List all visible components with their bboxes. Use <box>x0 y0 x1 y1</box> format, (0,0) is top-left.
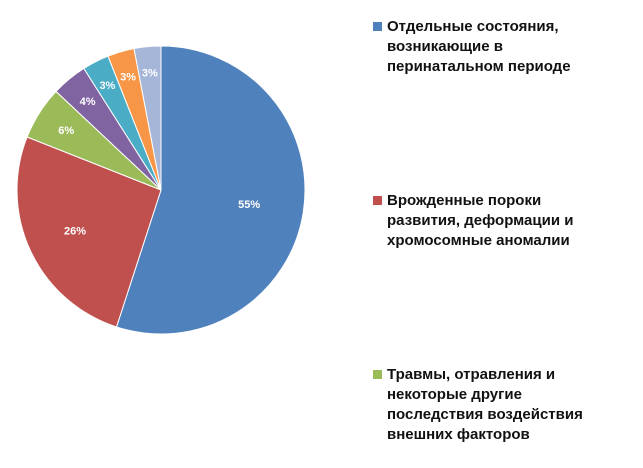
pie-slice-6 <box>133 45 162 191</box>
legend-swatch-congenital <box>373 196 382 205</box>
legend-swatch-injuries <box>373 370 382 379</box>
legend-label-injuries: Травмы, отравления и некоторые другие по… <box>387 366 583 443</box>
legend-item-perinatal: Отдельные состояния, возникающие в перин… <box>373 17 635 77</box>
legend-item-congenital: Врожденные пороки развития, деформации и… <box>373 191 635 251</box>
pie-slice-label-4: 3% <box>99 80 115 92</box>
legend-swatch-perinatal <box>373 22 382 31</box>
legend-label-perinatal: Отдельные состояния, возникающие в перин… <box>387 18 571 75</box>
pie-slice-label-2: 6% <box>58 125 74 137</box>
pie-slice-label-3: 4% <box>80 96 96 108</box>
pie-slice-label-1: 26% <box>64 225 86 237</box>
legend-label-congenital: Врожденные пороки развития, деформации и… <box>387 192 574 249</box>
pie-slice-labels: 55%26%6%4%3%3% 3% <box>58 67 260 237</box>
pie-slice-1 <box>16 136 162 328</box>
pie-slice-0 <box>115 45 306 335</box>
pie-chart: 55%26%6%4%3%3% 3% <box>16 45 306 335</box>
legend-item-injuries: Травмы, отравления и некоторые другие по… <box>373 365 635 445</box>
pie-slice-label-0: 55% <box>238 199 260 211</box>
pie-slice-label-6: 3% <box>142 67 158 79</box>
pie-slice-label-5: 3% <box>120 72 136 84</box>
pie-slices <box>16 45 306 335</box>
